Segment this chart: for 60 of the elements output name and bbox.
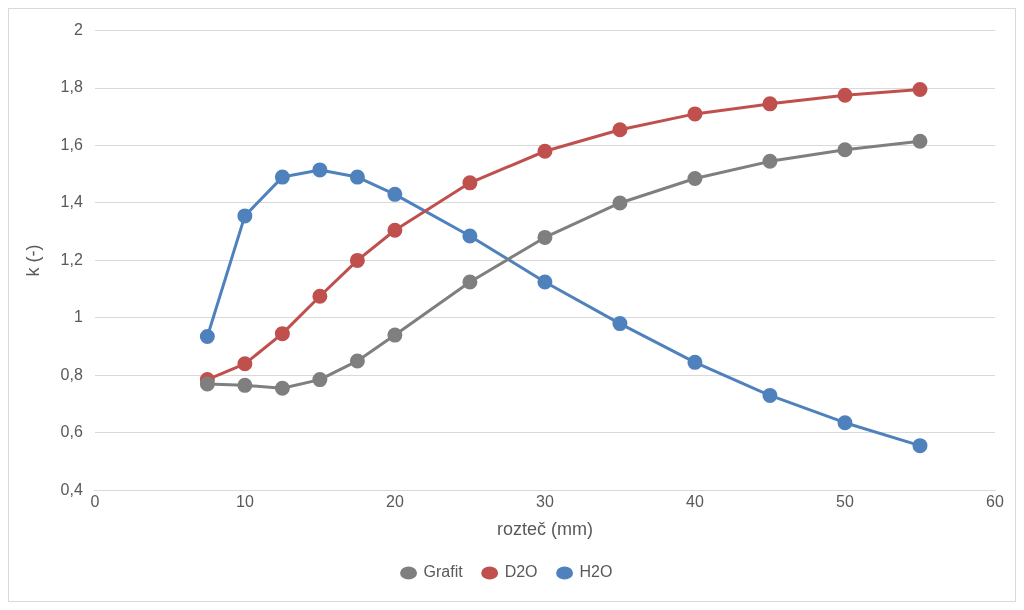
point xyxy=(762,387,778,403)
point xyxy=(312,162,328,178)
point xyxy=(349,252,365,268)
x-tick-label: 0 xyxy=(90,493,100,511)
point xyxy=(349,169,365,185)
y-tick-label: 1,2 xyxy=(60,250,83,268)
point xyxy=(237,208,253,224)
x-tick-label: 10 xyxy=(235,493,254,511)
point xyxy=(912,438,928,454)
x-tick-label: 60 xyxy=(986,493,1004,511)
y-tick-label: 0,4 xyxy=(60,480,83,498)
y-axis-title: k (-) xyxy=(22,244,43,277)
point xyxy=(237,356,253,372)
point xyxy=(387,186,403,202)
point xyxy=(687,106,703,122)
x-tick-label: 20 xyxy=(386,493,404,511)
point xyxy=(912,81,928,97)
point xyxy=(312,372,328,388)
point xyxy=(537,143,553,159)
point xyxy=(912,133,928,149)
point xyxy=(274,380,290,396)
y-tick-label: 1 xyxy=(73,308,83,326)
point xyxy=(837,415,853,431)
point xyxy=(237,377,253,393)
point xyxy=(837,142,853,158)
point xyxy=(387,327,403,343)
point xyxy=(199,376,215,392)
x-axis-title: rozteč (mm) xyxy=(496,519,593,540)
legend-label: Grafit xyxy=(423,563,464,581)
y-tick-label: 1,8 xyxy=(60,78,83,96)
chart-frame: rozteč (mm) k (-) Grafit D2O H2O 0 10 20 30 40 50 60 0,4 0,6 0,8 1 1,2 1,4 1,6 1,8 2 xyxy=(8,8,1016,602)
legend-label: D2O xyxy=(504,563,538,581)
point xyxy=(537,229,553,245)
point xyxy=(687,171,703,187)
y-tick-label: 0,8 xyxy=(60,365,83,383)
point xyxy=(199,329,215,345)
x-tick-label: 40 xyxy=(686,493,704,511)
point xyxy=(537,274,553,290)
point xyxy=(612,316,628,332)
point xyxy=(612,122,628,138)
point xyxy=(687,354,703,370)
point xyxy=(612,195,628,211)
point xyxy=(837,87,853,103)
x-tick-label: 50 xyxy=(836,493,854,511)
point xyxy=(462,274,478,290)
point xyxy=(762,96,778,112)
point xyxy=(462,228,478,244)
x-tick-label: 30 xyxy=(536,493,554,511)
point xyxy=(349,353,365,369)
y-tick-label: 1,4 xyxy=(60,193,83,211)
point xyxy=(274,169,290,185)
y-tick-label: 1,6 xyxy=(60,135,83,153)
y-tick-label: 0,6 xyxy=(60,423,83,441)
point xyxy=(274,326,290,342)
point xyxy=(312,288,328,304)
point xyxy=(387,222,403,238)
point xyxy=(762,153,778,169)
y-tick-label: 2 xyxy=(73,21,83,39)
point xyxy=(462,175,478,191)
legend-label: H2O xyxy=(579,563,613,581)
